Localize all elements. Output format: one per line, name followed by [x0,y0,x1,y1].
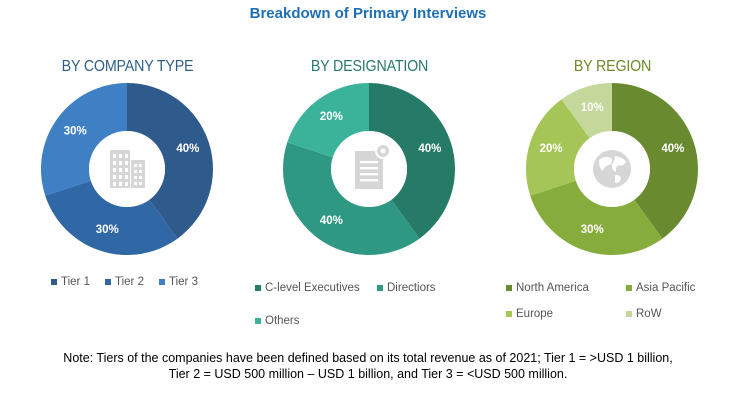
legend-item-c-level-executives: C-level Executives [255,282,360,294]
legend-label: Tier 3 [169,276,198,288]
main-title: Breakdown of Primary Interviews [249,5,487,22]
legend-swatch [51,279,57,285]
legend-swatch [506,311,512,317]
slice-tier-3 [40,83,127,196]
legend-item-tier-2: Tier 2 [105,276,144,288]
chart-title-region: BY REGION [573,58,652,75]
footnote-line-1: Note: Tiers of the companies have been d… [63,351,673,365]
legend-item-others: Others [255,315,300,327]
chart-company-type: BY COMPANY TYPE 40% 30% 30% Tier 1 Tier 2 Ti… [5,58,250,338]
chart-region: BY REGION 40% 30% 20% 10% North America Asia… [490,58,735,338]
legend-label: North America [516,282,589,294]
data-label-tier-2: 30% [96,224,119,236]
data-label-others: 20% [320,111,343,123]
footnote-line-2: Tier 2 = USD 500 million – USD 1 billion… [168,367,568,381]
legend-label: C-level Executives [265,282,360,294]
data-label-north-america: 40% [661,143,684,155]
data-label-c-level-executives: 40% [418,143,441,155]
slice-europe [526,99,590,196]
legend-swatch [626,311,632,317]
data-label-tier-3: 30% [64,125,87,137]
donut-company-type: 40% 30% 30% [40,83,213,255]
data-label-europe: 20% [540,143,563,155]
legend-item-row: RoW [626,308,662,320]
data-label-asia-pacific: 30% [581,224,604,236]
chart-designation: BY DESIGNATION 40% 40% 20% C-level Executi… [247,58,492,338]
slice-tier-1 [127,83,213,239]
footnote: Note: Tiers of the companies have been d… [0,350,736,382]
building-icon [110,150,145,188]
slice-directiors [283,142,420,255]
legend-swatch [626,285,632,291]
legend-label: RoW [636,308,662,320]
slice-c-level-executives [369,83,455,239]
legend-item-tier-3: Tier 3 [159,276,198,288]
slice-others [287,83,369,158]
legend-swatch [506,285,512,291]
legend-swatch [159,279,165,285]
donut-designation: 40% 40% 20% [283,83,455,255]
slice-asia-pacific [530,180,663,255]
legend-label: Tier 2 [115,276,144,288]
chart-title-company-type: BY COMPANY TYPE [61,58,194,75]
data-label-tier-1: 40% [176,143,199,155]
legend-item-europe: Europe [506,308,553,320]
legend-label: Directiors [387,282,436,294]
legend-swatch [255,318,261,324]
legend-swatch [377,285,383,291]
legend-label: Asia Pacific [636,282,696,294]
globe-icon [593,150,631,188]
legend-item-tier-1: Tier 1 [51,276,90,288]
legend-item-north-america: North America [506,282,589,294]
document-gear-icon [355,143,391,189]
legend-swatch [105,279,111,285]
slice-tier-2 [45,180,178,255]
legend-item-directiors: Directiors [377,282,436,294]
legend-label: Others [265,315,300,327]
donut-region: 40% 30% 20% 10% [526,83,698,255]
data-label-directiors: 40% [320,215,343,227]
legend-swatch [255,285,261,291]
data-label-row: 10% [581,102,604,114]
slice-north-america [612,83,698,239]
legend-label: Tier 1 [61,276,90,288]
slice-row [561,83,612,139]
chart-title-designation: BY DESIGNATION [310,58,429,75]
legend-label: Europe [516,308,554,320]
legend-item-asia-pacific: Asia Pacific [626,282,695,294]
